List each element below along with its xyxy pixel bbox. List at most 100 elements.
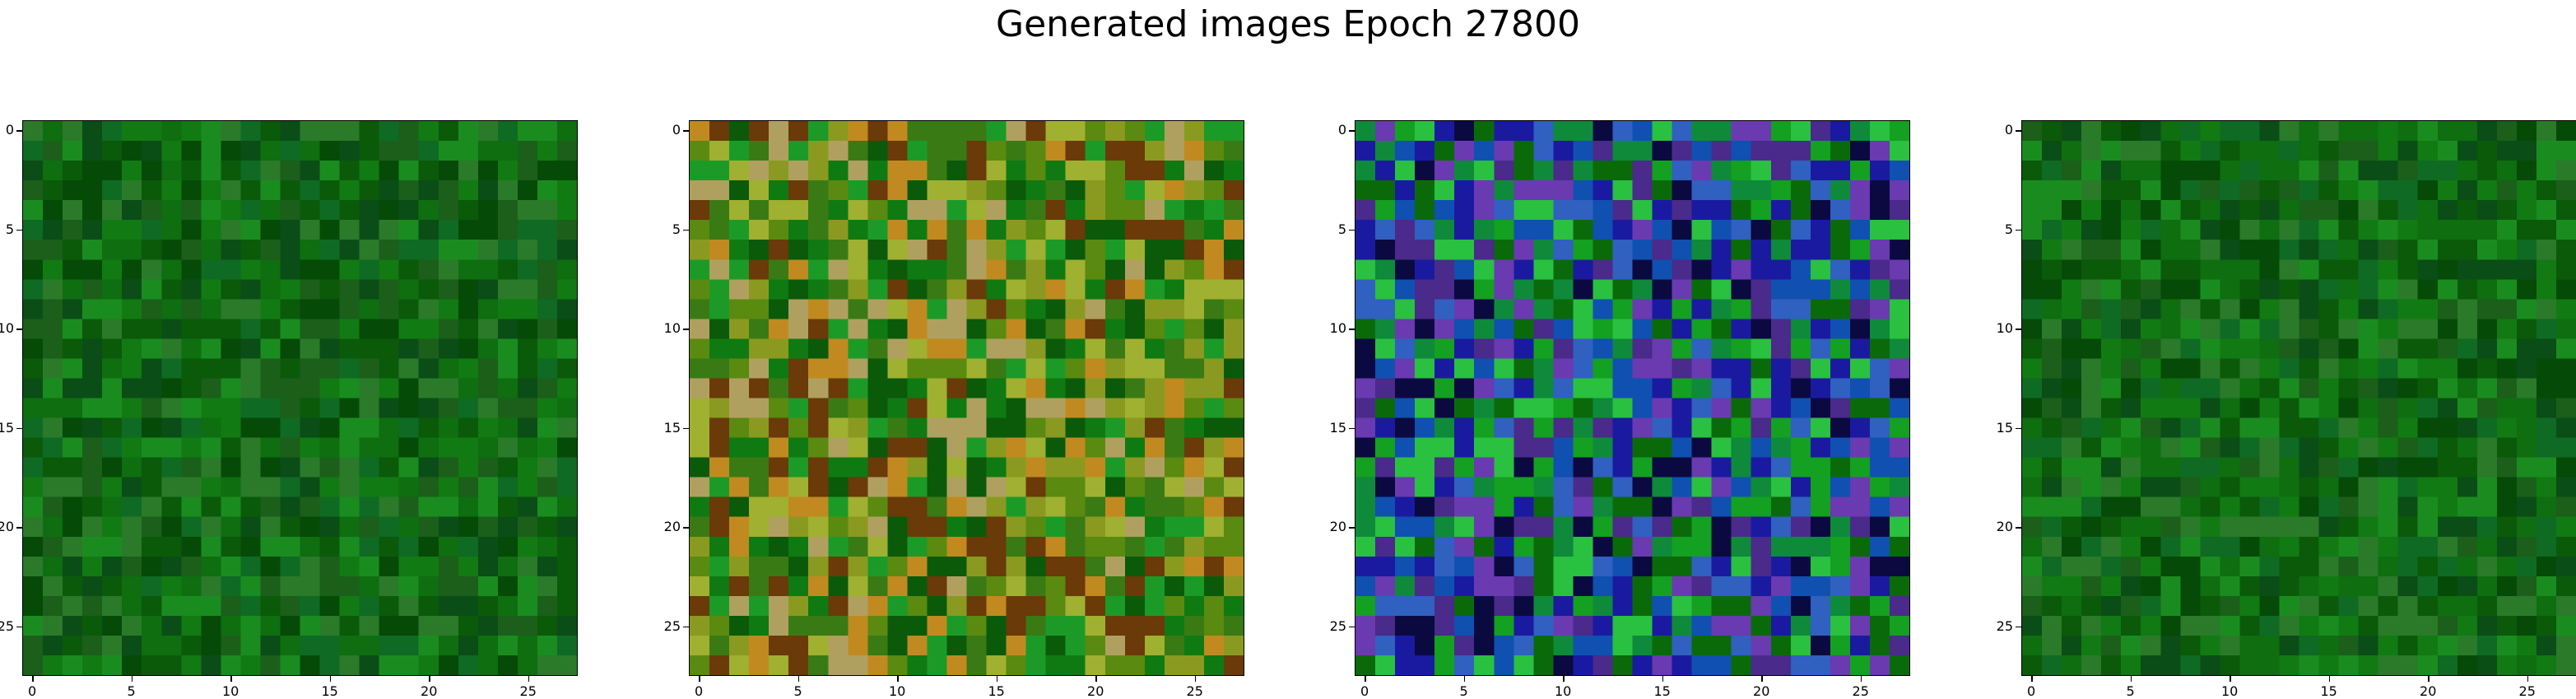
pixel <box>828 457 849 478</box>
pixel <box>2141 220 2161 240</box>
pixel <box>82 437 103 459</box>
pixel <box>458 240 479 260</box>
pixel <box>1691 516 1713 538</box>
pixel <box>1355 319 1376 339</box>
pixel <box>556 536 577 557</box>
pixel <box>907 338 928 359</box>
pixel <box>1164 338 1185 359</box>
pixel <box>1104 655 1126 675</box>
pixel <box>280 279 300 300</box>
pixel <box>2081 536 2102 557</box>
pixel <box>2121 319 2141 339</box>
pixel <box>2536 457 2557 478</box>
pixel <box>2160 398 2181 419</box>
pixel <box>2417 536 2439 557</box>
pixel <box>2259 595 2280 617</box>
pixel <box>2121 141 2141 161</box>
pixel <box>43 398 63 419</box>
pixel <box>828 141 849 161</box>
pixel <box>1869 358 1890 379</box>
pixel <box>2437 200 2458 221</box>
pixel <box>2299 161 2320 181</box>
y-tick-label: 5 <box>5 221 14 237</box>
pixel <box>1494 338 1514 359</box>
pixel <box>497 398 518 419</box>
pixel <box>769 457 789 478</box>
pixel <box>2358 141 2379 161</box>
pixel <box>497 516 518 538</box>
pixel <box>2141 398 2161 419</box>
pixel <box>1731 319 1752 339</box>
pixel <box>2259 556 2280 577</box>
pixel <box>2318 279 2340 300</box>
pixel <box>82 536 103 557</box>
pixel <box>517 240 538 260</box>
pixel <box>1889 358 1909 379</box>
x-tick-label: 15 <box>1653 683 1671 699</box>
pixel <box>398 299 420 319</box>
x-tick-label: 15 <box>2320 683 2337 699</box>
pixel <box>2259 655 2280 675</box>
pixel <box>907 259 928 280</box>
pixel <box>2239 338 2260 359</box>
pixel <box>2062 417 2082 439</box>
pixel <box>477 141 499 161</box>
pixel <box>2299 576 2320 597</box>
pixel <box>359 556 380 577</box>
pixel <box>1672 536 1693 557</box>
pixel <box>497 240 518 260</box>
pixel <box>418 338 439 359</box>
pixel <box>1203 299 1225 319</box>
pixel <box>1889 477 1909 498</box>
pixel <box>2259 496 2280 518</box>
pixel <box>1025 556 1047 577</box>
pixel <box>2141 161 2161 181</box>
pixel <box>1474 240 1495 260</box>
pixel <box>2259 240 2280 260</box>
pixel <box>1711 338 1732 359</box>
pixel <box>1553 536 1574 557</box>
pixel <box>1025 358 1047 379</box>
pixel <box>1494 180 1514 201</box>
pixel <box>2141 496 2161 518</box>
pixel <box>1223 200 1244 221</box>
pixel <box>201 655 221 675</box>
pixel <box>240 161 261 181</box>
pixel <box>1533 378 1554 398</box>
pixel <box>2101 259 2122 280</box>
pixel <box>1415 319 1435 339</box>
pixel <box>1434 477 1455 498</box>
pixel <box>2160 259 2181 280</box>
pixel <box>63 279 83 300</box>
pixel <box>221 655 241 675</box>
pixel <box>1849 595 1871 617</box>
pixel <box>1770 240 1792 260</box>
pixel <box>907 180 928 201</box>
pixel <box>1124 457 1146 478</box>
pixel <box>729 279 750 300</box>
pixel <box>43 141 63 161</box>
pixel <box>458 319 479 339</box>
pixel <box>1045 358 1067 379</box>
pixel <box>300 536 321 557</box>
pixel <box>729 457 750 478</box>
pixel <box>1415 595 1435 617</box>
pixel <box>1025 496 1047 518</box>
pixel <box>122 299 142 319</box>
pixel <box>2160 516 2181 538</box>
pixel <box>1731 240 1752 260</box>
pixel <box>1514 477 1534 498</box>
pixel <box>1533 180 1554 201</box>
pixel <box>1731 259 1752 280</box>
pixel <box>2101 457 2122 478</box>
pixel <box>2042 259 2062 280</box>
pixel <box>339 635 360 656</box>
pixel <box>808 240 829 260</box>
pixel <box>729 338 750 359</box>
pixel <box>1164 299 1185 319</box>
pixel <box>82 417 103 439</box>
pixel <box>398 279 420 300</box>
pixel <box>398 576 420 597</box>
pixel <box>2160 536 2181 557</box>
pixel <box>142 595 162 617</box>
